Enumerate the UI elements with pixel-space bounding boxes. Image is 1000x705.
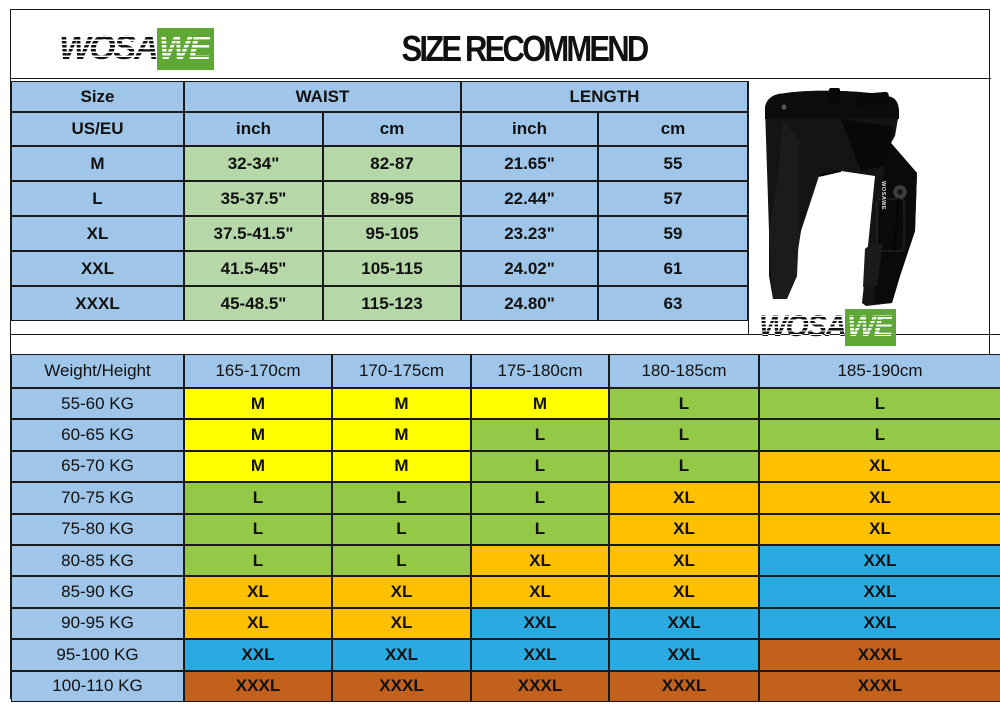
svg-text:WOSAWE: WOSAWE (880, 181, 886, 210)
